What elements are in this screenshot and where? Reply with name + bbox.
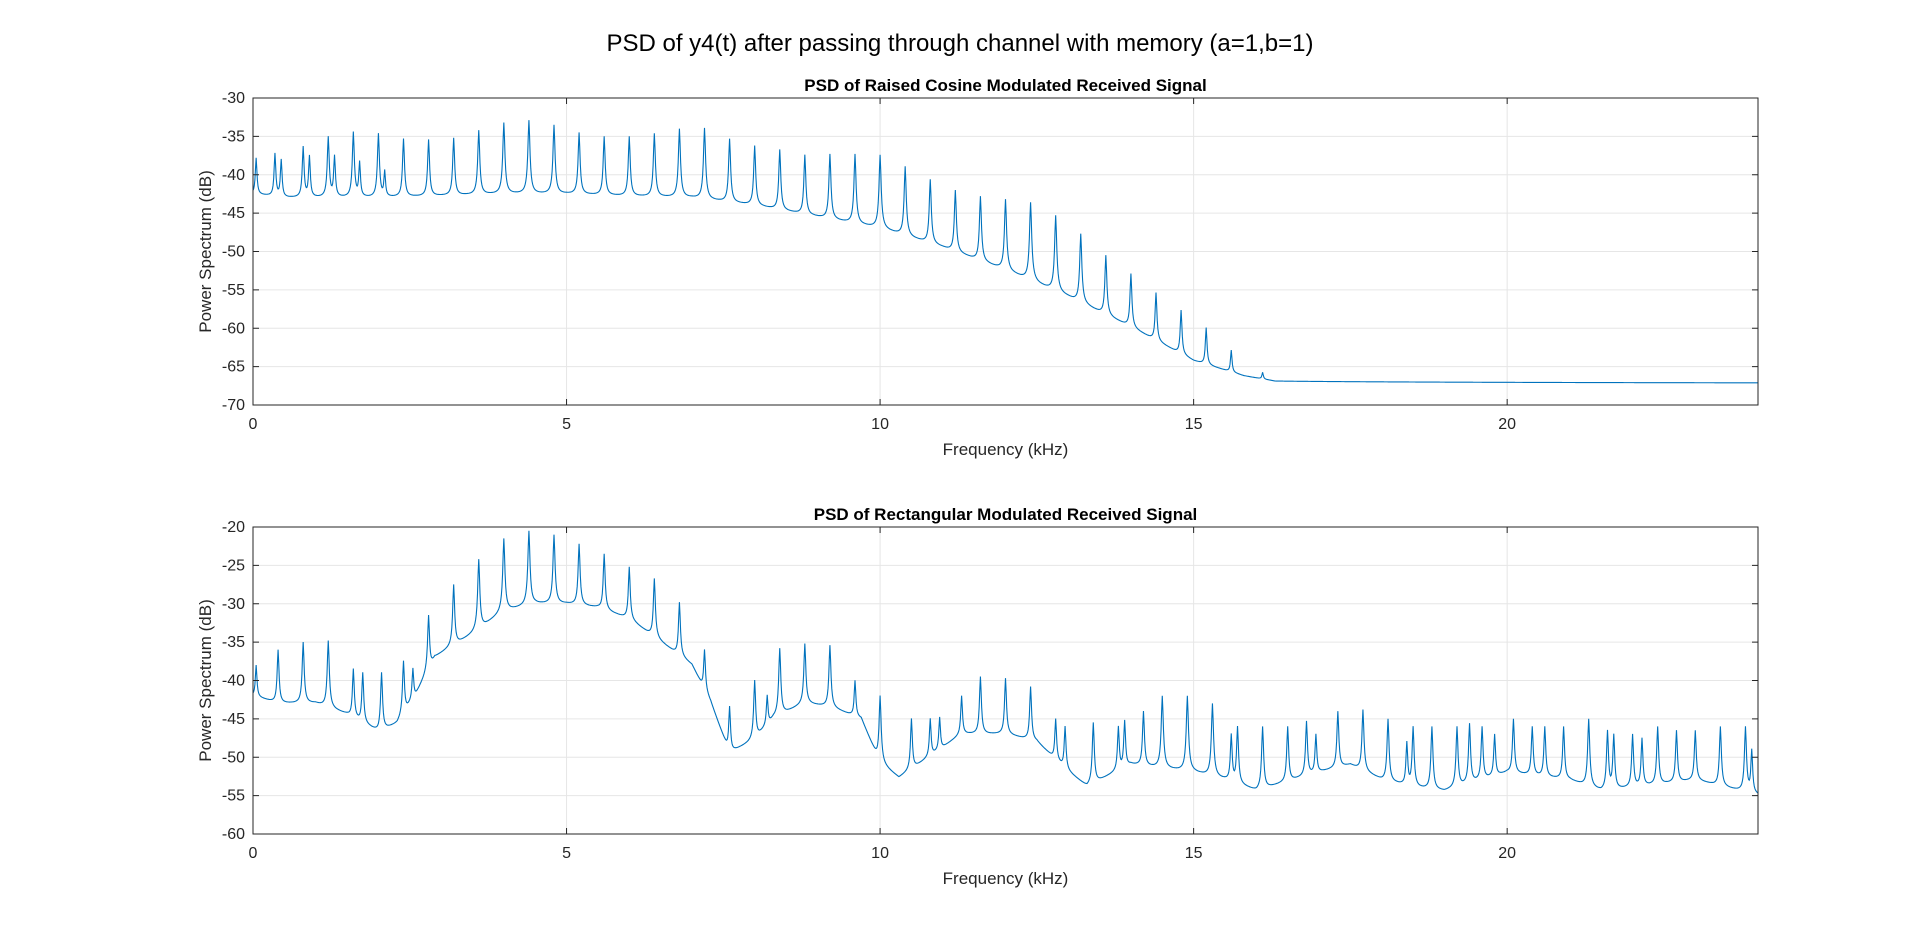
y-tick-label: -50	[222, 244, 245, 261]
axes-title: PSD of Raised Cosine Modulated Received …	[804, 76, 1206, 95]
y-tick-label: -40	[222, 167, 245, 184]
y-tick-label: -35	[222, 634, 245, 651]
x-tick-label: 0	[249, 845, 258, 862]
y-tick-label: -55	[222, 788, 245, 805]
y-tick-label: -35	[222, 128, 245, 145]
y-axis-label: Power Spectrum (dB)	[196, 599, 215, 762]
x-tick-label: 10	[871, 845, 889, 862]
psd-line	[252, 120, 1758, 384]
y-tick-label: -45	[222, 711, 245, 728]
figure-title: PSD of y4(t) after passing through chann…	[606, 30, 1314, 57]
x-tick-label: 0	[249, 416, 258, 433]
y-tick-label: -30	[222, 90, 245, 107]
y-tick-label: -40	[222, 673, 245, 690]
y-tick-label: -55	[222, 282, 245, 299]
y-tick-label: -60	[222, 320, 245, 337]
x-tick-label: 20	[1498, 416, 1516, 433]
y-axis-label: Power Spectrum (dB)	[196, 170, 215, 333]
x-tick-label: 15	[1185, 845, 1203, 862]
y-tick-label: -30	[222, 596, 245, 613]
y-tick-label: -70	[222, 397, 245, 414]
psd-line	[252, 530, 1759, 794]
y-tick-label: -60	[222, 826, 245, 843]
axes-2: 0 5 10 15 20 -60 -55 -50 -45 -40 -35 -30 -25 -20 PSD o…	[196, 505, 1759, 888]
y-tick-label: -50	[222, 749, 245, 766]
x-tick-label: 5	[562, 416, 571, 433]
y-tick-label: -45	[222, 205, 245, 222]
axes-title: PSD of Rectangular Modulated Received Si…	[814, 505, 1198, 524]
x-axis-label: Frequency (kHz)	[943, 440, 1069, 459]
x-tick-label: 15	[1185, 416, 1203, 433]
x-tick-label: 5	[562, 845, 571, 862]
x-tick-label: 10	[871, 416, 889, 433]
y-tick-label: -25	[222, 557, 245, 574]
y-tick-label: -65	[222, 359, 245, 376]
x-axis-label: Frequency (kHz)	[943, 869, 1069, 888]
y-tick-label: -20	[222, 519, 245, 536]
x-tick-label: 20	[1498, 845, 1516, 862]
axes-1: 0 5 10 15 20 -70 -65 -60 -55 -50 -45 -40 -35 -30 PSD o…	[196, 76, 1759, 459]
